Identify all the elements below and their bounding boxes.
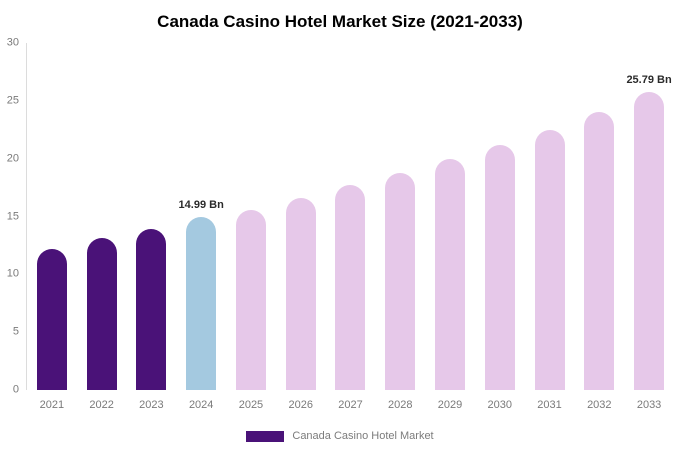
legend[interactable]: Canada Casino Hotel Market [0,430,680,442]
bar-value-label: 25.79 Bn [626,73,672,86]
x-tick-label: 2023 [139,399,164,411]
y-tick-label: 0 [12,383,19,396]
bar-slot: 2026 [276,43,326,411]
bar-slot: 2031 [525,43,575,411]
bar-slot: 14.99 Bn 2024 [176,43,226,411]
bar-slot: 2022 [77,43,127,411]
x-tick-label: 2027 [338,399,363,411]
bar-slot: 2023 [127,43,177,411]
x-tick-label: 2021 [39,399,65,411]
x-tick-label: 2030 [487,399,513,411]
y-tick-label: 15 [6,210,19,222]
bar-slot: 25.79 Bn 2033 [624,43,674,411]
y-tick-label: 20 [6,152,19,165]
bar-2030[interactable] [484,144,515,390]
bar-value-label: 14.99 Bn [178,198,224,211]
x-tick-label: 2033 [636,399,662,411]
x-tick-label: 2028 [388,399,413,411]
bar-slot: 2029 [425,43,475,411]
x-tick-label: 2031 [537,399,562,411]
bar-slot: 2021 [27,43,77,411]
bar-2022[interactable] [86,238,117,390]
bar-slot: 2027 [326,43,376,411]
y-tick-label: 25 [6,94,19,107]
bar-2023[interactable] [136,229,167,390]
bar-2024[interactable]: 14.99 Bn [179,199,224,390]
bar-2027[interactable] [335,185,366,390]
bar-slot: 2028 [375,43,425,411]
plot-area: 2021 2022 2023 14.99 Bn 2024 2025 2026 2027 2028… [26,43,674,411]
bar-2031[interactable] [534,129,565,390]
bar-slot: 2030 [475,43,525,411]
legend-label: Canada Casino Hotel Market [292,430,434,442]
x-tick-label: 2022 [89,399,114,411]
y-tick-label: 30 [6,36,19,49]
x-tick-label: 2025 [238,399,264,411]
x-tick-label: 2029 [437,399,463,411]
bar-2025[interactable] [235,209,266,390]
bar-2033[interactable]: 25.79 Bn [626,74,672,390]
y-axis: 0 5 10 15 20 25 30 [0,37,24,395]
bar-slot: 2025 [226,43,276,411]
x-tick-label: 2026 [288,399,313,411]
bars: 2021 2022 2023 14.99 Bn 2024 2025 2026 2027 2028… [27,43,674,411]
bar-2032[interactable] [584,112,615,390]
bar-2026[interactable] [285,198,316,390]
y-tick-label: 5 [12,325,19,338]
bar-slot: 2032 [574,43,624,411]
x-tick-label: 2032 [587,399,612,411]
y-tick-label: 10 [6,267,19,280]
bar-2021[interactable] [36,248,67,390]
chart-title: Canada Casino Hotel Market Size (2021-20… [157,12,523,31]
x-tick-label: 2024 [188,399,214,411]
legend-swatch [246,430,285,442]
bar-2029[interactable] [435,158,465,390]
bar-2028[interactable] [385,172,416,390]
